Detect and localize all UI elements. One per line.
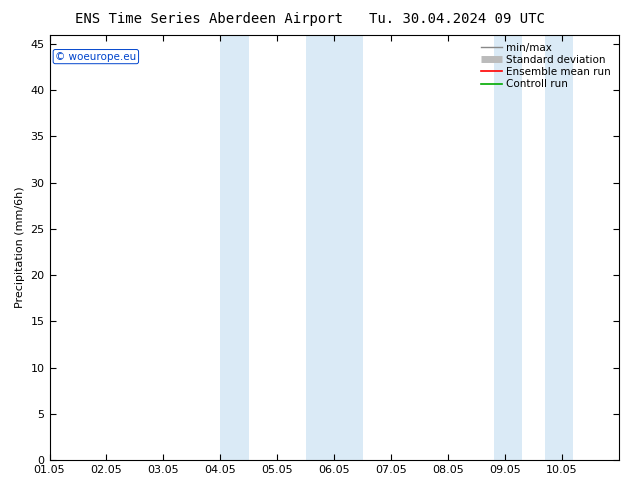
Bar xyxy=(306,35,363,460)
Text: Tu. 30.04.2024 09 UTC: Tu. 30.04.2024 09 UTC xyxy=(368,12,545,26)
Bar xyxy=(494,35,522,460)
Bar xyxy=(545,35,573,460)
Text: © woeurope.eu: © woeurope.eu xyxy=(55,51,136,62)
Y-axis label: Precipitation (mm/6h): Precipitation (mm/6h) xyxy=(15,187,25,308)
Bar xyxy=(221,35,249,460)
Text: ENS Time Series Aberdeen Airport: ENS Time Series Aberdeen Airport xyxy=(75,12,343,26)
Legend: min/max, Standard deviation, Ensemble mean run, Controll run: min/max, Standard deviation, Ensemble me… xyxy=(478,40,614,92)
